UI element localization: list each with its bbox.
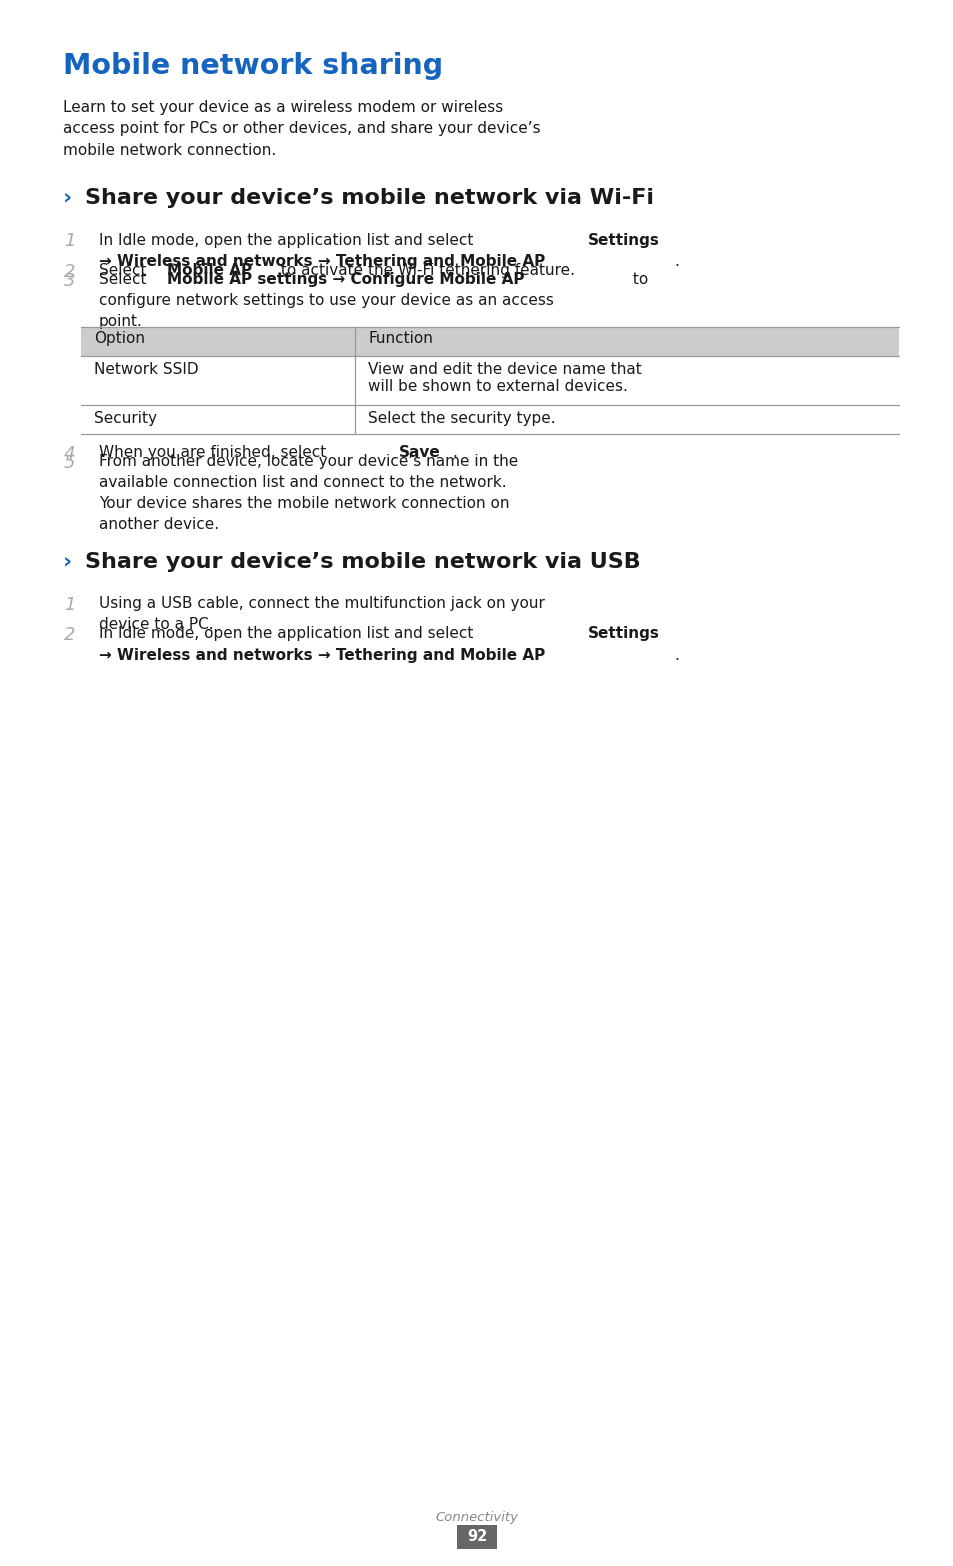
Text: Security: Security <box>94 412 157 426</box>
Text: 1: 1 <box>64 597 75 614</box>
Text: → Wireless and networks → Tethering and Mobile AP: → Wireless and networks → Tethering and … <box>99 648 545 662</box>
Text: device to a PC.: device to a PC. <box>99 617 213 633</box>
Text: .: . <box>452 445 456 459</box>
Text: Mobile network sharing: Mobile network sharing <box>63 52 442 80</box>
Text: 4: 4 <box>64 445 75 462</box>
Text: Select the security type.: Select the security type. <box>368 412 555 426</box>
Text: 2: 2 <box>64 263 75 280</box>
Text: 2: 2 <box>64 626 75 644</box>
Text: Mobile AP: Mobile AP <box>167 263 252 277</box>
Text: 1: 1 <box>64 232 75 251</box>
Text: access point for PCs or other devices, and share your device’s: access point for PCs or other devices, a… <box>63 122 540 136</box>
Text: to: to <box>627 271 647 287</box>
Text: Settings: Settings <box>588 232 659 247</box>
Text: configure network settings to use your device as an access: configure network settings to use your d… <box>99 293 554 309</box>
Text: → Wireless and networks → Tethering and Mobile AP: → Wireless and networks → Tethering and … <box>99 254 545 269</box>
Text: Save: Save <box>398 445 439 459</box>
Text: available connection list and connect to the network.: available connection list and connect to… <box>99 474 506 490</box>
Text: Select: Select <box>99 263 152 277</box>
Text: Connectivity: Connectivity <box>435 1511 518 1524</box>
Text: Option: Option <box>94 332 145 346</box>
Text: mobile network connection.: mobile network connection. <box>63 143 276 158</box>
Text: 3: 3 <box>64 271 75 290</box>
Text: When you are finished, select: When you are finished, select <box>99 445 331 459</box>
Text: View and edit the device name that
will be shown to external devices.: View and edit the device name that will … <box>368 362 641 395</box>
Text: 92: 92 <box>466 1530 487 1544</box>
Text: ›: › <box>63 188 80 208</box>
Text: ›: › <box>63 553 80 572</box>
Text: Using a USB cable, connect the multifunction jack on your: Using a USB cable, connect the multifunc… <box>99 597 544 611</box>
Text: Learn to set your device as a wireless modem or wireless: Learn to set your device as a wireless m… <box>63 100 503 114</box>
FancyBboxPatch shape <box>456 1524 497 1549</box>
Text: Mobile AP settings → Configure Mobile AP: Mobile AP settings → Configure Mobile AP <box>167 271 523 287</box>
Text: .: . <box>674 254 679 269</box>
Text: In Idle mode, open the application list and select: In Idle mode, open the application list … <box>99 626 477 642</box>
Bar <box>81 327 898 355</box>
Text: Network SSID: Network SSID <box>94 362 198 376</box>
Text: Function: Function <box>368 332 433 346</box>
Text: Select: Select <box>99 271 152 287</box>
Text: From another device, locate your device’s name in the: From another device, locate your device’… <box>99 454 517 468</box>
Text: 5: 5 <box>64 454 75 471</box>
Text: Share your device’s mobile network via USB: Share your device’s mobile network via U… <box>85 553 640 572</box>
Text: Share your device’s mobile network via Wi-Fi: Share your device’s mobile network via W… <box>85 188 653 208</box>
Text: Settings: Settings <box>588 626 659 642</box>
Text: Your device shares the mobile network connection on: Your device shares the mobile network co… <box>99 496 509 511</box>
Text: another device.: another device. <box>99 517 219 532</box>
Text: In Idle mode, open the application list and select: In Idle mode, open the application list … <box>99 232 477 247</box>
Text: to activate the Wi-Fi tethering feature.: to activate the Wi-Fi tethering feature. <box>276 263 575 277</box>
Text: point.: point. <box>99 315 143 329</box>
Text: .: . <box>674 648 679 662</box>
